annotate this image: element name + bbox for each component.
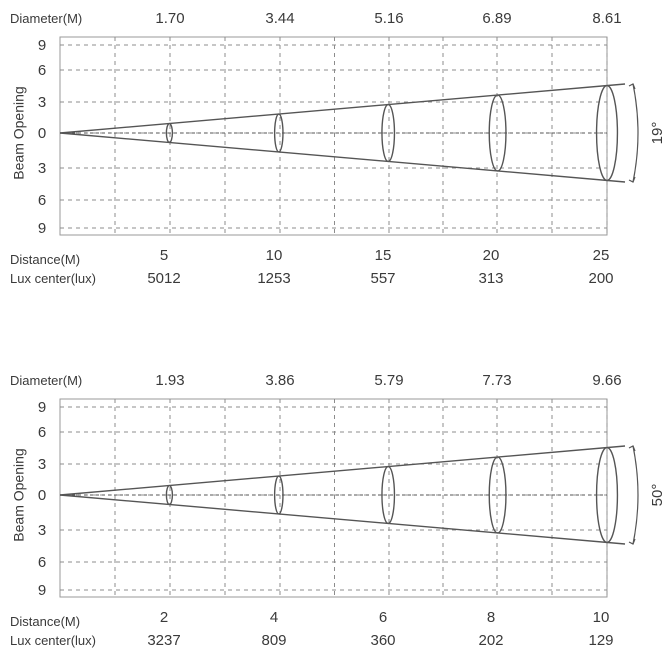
chart-1-diameter-value-2: 5.79 [374,372,403,389]
chart-1-distance-value-2: 6 [379,609,387,626]
beam-chart-50-svg: 50°Diameter(M) 1.93 3.86 5.79 7.73 9.66963036… [10,372,666,649]
chart-0-lux-value-2: 557 [370,270,395,287]
chart-0-diameter-value-2: 5.16 [374,10,403,27]
chart-0-distance-value-3: 20 [483,247,500,264]
chart-1-distance-value-4: 10 [593,609,610,626]
chart-0-beam-lower-edge [59,132,626,183]
chart-1-grid-frame [59,398,608,598]
chart-1-distance-value-0: 2 [160,609,168,626]
chart-1-distance-value-1: 4 [270,609,278,626]
chart-0-distance-value-1: 10 [266,247,283,264]
beam-chart-19-svg: 19° Diameter(M) 1.70 3.44 5.16 6.89 8.61 9 6 3 0 3 6… [10,10,666,287]
chart-0-ytick-2: 3 [38,94,46,111]
chart-1-beam-spot-3 [488,456,507,534]
chart-1-ytick-0: 9 [38,399,46,416]
chart-1-diameter-value-1: 3.86 [265,372,294,389]
chart-0-diameter-value-0: 1.70 [155,10,184,27]
chart-1-beam-spot-1 [273,475,284,515]
chart-0-beam-spot-1 [273,113,284,153]
chart-1-diameter-label: Diameter(M) [10,373,82,388]
chart-0-lux-value-0: 5012 [147,270,180,287]
chart-0-beam-spot-0 [165,122,174,144]
chart-1-ytick-2: 3 [38,456,46,473]
chart-1-lux-value-3: 202 [478,632,503,649]
chart-0-grid-frame [59,36,608,236]
chart-1-distance-value-3: 8 [487,609,495,626]
chart-0-angle-arrow-bottom [628,176,636,183]
chart-1-ytick-6: 9 [38,582,46,599]
chart-1-angle-arrow-top [628,445,636,452]
chart-0-distance-value-0: 5 [160,247,168,264]
chart-1-beam-spot-4 [595,446,619,544]
chart-1-beam-upper-edge [59,445,626,496]
chart-0-ytick-1: 6 [38,62,46,79]
chart-0-ytick-5: 6 [38,192,46,209]
chart-0-diameter-value-3: 6.89 [482,10,511,27]
chart-1-beam-spot-0 [165,484,174,506]
chart-1-diameter-value-4: 9.66 [592,372,621,389]
chart-0-lux-value-1: 1253 [257,270,290,287]
chart-1-ytick-4: 3 [38,522,46,539]
chart-1-diameter-value-0: 1.93 [155,372,184,389]
chart-0-beam-spot-3 [488,94,507,172]
chart-1-lux-value-2: 360 [370,632,395,649]
chart-1-lux-value-0: 3237 [147,632,180,649]
chart-0-diameter-label: Diameter(M) [10,11,82,26]
chart-0-beam-spot-2 [381,103,396,163]
chart-1-ytick-1: 6 [38,424,46,441]
chart-0-beam-upper-edge [59,83,626,134]
chart-0-beam-spot-4 [595,84,619,182]
chart-1-ytick-3: 0 [38,487,46,504]
beam-chart-50: 50° Diameter(M) 1.93 3.86 5.79 7.73 9.66 9 6 3 0 3 6… [0,362,669,662]
chart-0-distance-label: Distance(M) [10,252,80,267]
chart-1-angle-label: 50° [649,484,666,507]
chart-1-lux-value-4: 129 [588,632,613,649]
beam-chart-19: 19° Diameter(M) 1.70 3.44 5.16 6.89 8.61 9 6 3 0 3 6… [0,0,669,300]
chart-0-angle-label: 19° [649,122,666,145]
chart-1-beam-spot-2 [381,465,396,525]
chart-1-ytick-5: 6 [38,554,46,571]
chart-0-distance-value-4: 25 [593,247,610,264]
chart-0-ytick-0: 9 [38,37,46,54]
chart-0-angle-arrow-top [628,83,636,90]
chart-0-lux-value-4: 200 [588,270,613,287]
chart-1-lux-value-1: 809 [261,632,286,649]
chart-0-diameter-value-4: 8.61 [592,10,621,27]
chart-1-distance-label: Distance(M) [10,614,80,629]
chart-0-ylabel: Beam Opening [11,86,27,179]
chart-1-ylabel: Beam Opening [11,448,27,541]
chart-1-diameter-value-3: 7.73 [482,372,511,389]
chart-0-ytick-6: 9 [38,220,46,237]
chart-0-lux-label: Lux center(lux) [10,271,96,286]
chart-0-distance-value-2: 15 [375,247,392,264]
chart-1-beam-lower-edge [59,494,626,545]
chart-0-angle-arc [632,83,639,183]
chart-0-ytick-4: 3 [38,160,46,177]
chart-1-angle-arrow-bottom [628,538,636,545]
chart-0-lux-value-3: 313 [478,270,503,287]
chart-1-angle-arc [632,445,639,545]
chart-0-ytick-3: 0 [38,125,46,142]
chart-0-diameter-value-1: 3.44 [265,10,294,27]
chart-1-lux-label: Lux center(lux) [10,633,96,648]
